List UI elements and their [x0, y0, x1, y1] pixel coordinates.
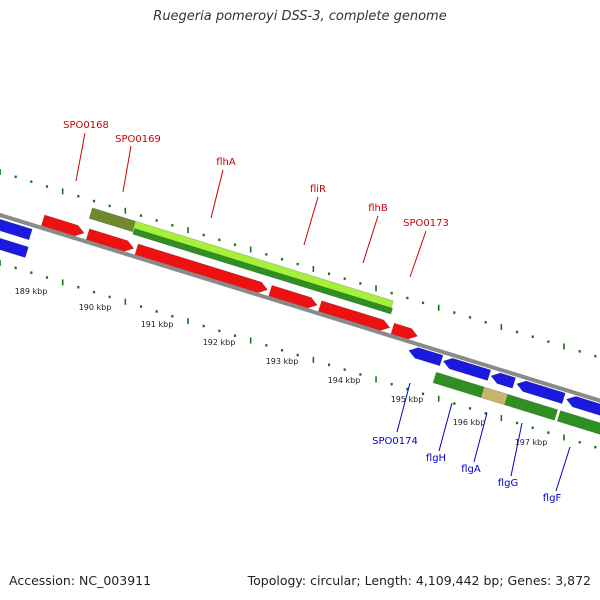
scale-label-194: 194 kbp: [328, 376, 361, 385]
fwd-spo0168-leader: [75, 132, 86, 182]
rev-flga-label: flgA: [461, 464, 481, 475]
fwd-spo0169-leader: [122, 145, 132, 193]
feature-labels: SPO0168 SPO0169 flhA fliR flhB SPO0173 SPO0174…: [63, 120, 561, 504]
rev-flgh-leader: [438, 402, 453, 452]
gene-arrow-flir[interactable]: [268, 285, 318, 309]
operon-rev-3[interactable]: [556, 410, 600, 438]
rev-flgg-leader: [510, 422, 523, 477]
scale-label-196: 196 kbp: [453, 418, 486, 427]
map-title: Ruegeria pomeroyi DSS-3, complete genome: [153, 9, 447, 24]
fwd-flhb-leader: [362, 215, 379, 264]
rev-flgg-label: flgG: [498, 478, 518, 489]
kbp-scale-labels: 189 kbp 190 kbp 191 kbp 192 kbp 193 kbp 194 k…: [15, 287, 548, 447]
gene-arrow-flga[interactable]: [490, 372, 516, 389]
inner-tick-track: [0, 260, 597, 449]
operon-rev-tan[interactable]: [480, 386, 509, 406]
gene-features[interactable]: [0, 207, 600, 438]
rev-flgf-leader: [555, 446, 571, 492]
rev-spo0174-label: SPO0174: [372, 436, 418, 447]
gene-arrow-spo0174[interactable]: [408, 347, 444, 367]
scale-label-192: 192 kbp: [203, 338, 236, 347]
fwd-flha-leader: [210, 169, 224, 219]
fwd-spo0173-label: SPO0173: [403, 218, 449, 229]
scale-label-190: 190 kbp: [79, 303, 112, 312]
genome-summary-text: Topology: circular; Length: 4,109,442 bp…: [247, 573, 591, 588]
outer-tick-track: [0, 169, 597, 358]
operon-segment-olive[interactable]: [88, 207, 136, 233]
gene-arrow-flgh[interactable]: [442, 357, 492, 381]
scale-label-189: 189 kbp: [15, 287, 48, 296]
fwd-flir-label: fliR: [310, 184, 326, 195]
fwd-spo0168-label: SPO0168: [63, 120, 109, 131]
operon-rev-2[interactable]: [504, 393, 559, 421]
genome-backbone: [0, 212, 600, 403]
rev-spo0174-leader: [396, 382, 411, 433]
operon-segment-dark[interactable]: [132, 228, 393, 315]
gene-arrow-flha[interactable]: [134, 243, 269, 293]
fwd-flhb-label: flhB: [368, 203, 388, 214]
scale-label-193: 193 kbp: [266, 357, 299, 366]
gene-arrow-spo0168[interactable]: [40, 214, 85, 237]
label-leader-lines: [75, 132, 571, 492]
gene-arrow-flgf[interactable]: [566, 396, 600, 418]
gene-arrow-left-2[interactable]: [0, 235, 29, 258]
backbone-line: [0, 212, 600, 403]
rev-flgf-label: flgF: [543, 493, 562, 504]
scale-label-195: 195 kbp: [391, 395, 424, 404]
gene-arrow-left-1[interactable]: [0, 216, 33, 241]
fwd-spo0173-leader: [409, 230, 427, 278]
fwd-flir-leader: [303, 196, 319, 246]
scale-label-191: 191 kbp: [141, 320, 174, 329]
gene-arrow-spo0173[interactable]: [390, 322, 418, 340]
rev-flgh-label: flgH: [426, 453, 446, 464]
rev-flga-leader: [473, 412, 488, 463]
gene-arrow-flgg[interactable]: [516, 380, 566, 404]
gene-arrow-flhb[interactable]: [318, 300, 391, 331]
fwd-flha-label: flhA: [216, 157, 236, 168]
accession-text: Accession: NC_003911: [9, 573, 152, 588]
scale-label-197: 197 kbp: [515, 438, 548, 447]
gene-arrow-spo0169[interactable]: [85, 228, 135, 252]
fwd-spo0169-label: SPO0169: [115, 134, 161, 145]
